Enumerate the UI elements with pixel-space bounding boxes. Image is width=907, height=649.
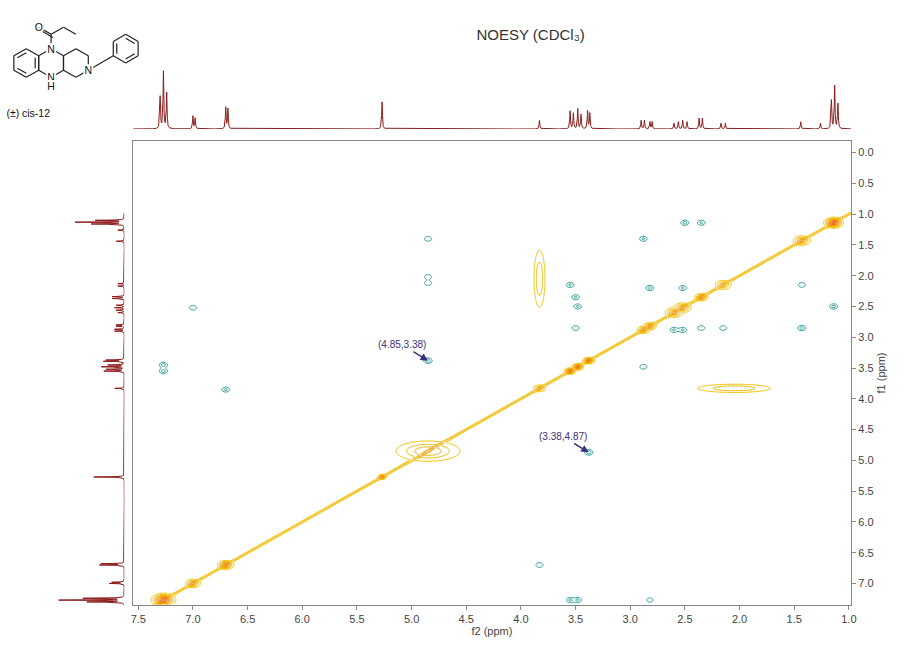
svg-text:0.5: 0.5 — [858, 177, 873, 189]
svg-text:(3.38,4.87): (3.38,4.87) — [539, 431, 587, 442]
svg-text:(±) cis-12: (±) cis-12 — [6, 108, 50, 119]
svg-text:3.5: 3.5 — [858, 362, 873, 374]
svg-text:4.0: 4.0 — [858, 393, 873, 405]
svg-text:2.0: 2.0 — [858, 270, 873, 282]
svg-text:N: N — [85, 65, 93, 76]
svg-text:4.5: 4.5 — [459, 613, 474, 625]
svg-text:6.5: 6.5 — [858, 547, 873, 559]
svg-text:1.0: 1.0 — [841, 613, 856, 625]
svg-text:3.0: 3.0 — [623, 613, 638, 625]
svg-text:5.0: 5.0 — [404, 613, 419, 625]
svg-text:7.0: 7.0 — [185, 613, 200, 625]
svg-text:6.5: 6.5 — [240, 613, 255, 625]
svg-text:6.0: 6.0 — [295, 613, 310, 625]
svg-text:5.0: 5.0 — [858, 454, 873, 466]
svg-text:4.5: 4.5 — [858, 423, 873, 435]
svg-text:0.0: 0.0 — [858, 146, 873, 158]
svg-text:2.5: 2.5 — [858, 300, 873, 312]
svg-text:1.5: 1.5 — [858, 239, 873, 251]
svg-text:5.5: 5.5 — [349, 613, 364, 625]
svg-text:5.5: 5.5 — [858, 485, 873, 497]
svg-text:NOESY (CDCl₃): NOESY (CDCl₃) — [476, 26, 584, 43]
svg-text:(4.85,3.38): (4.85,3.38) — [378, 339, 426, 350]
svg-text:1.0: 1.0 — [858, 208, 873, 220]
svg-text:f2 (ppm): f2 (ppm) — [471, 625, 512, 637]
svg-text:N: N — [47, 72, 55, 84]
svg-text:4.0: 4.0 — [513, 613, 528, 625]
svg-text:2.5: 2.5 — [677, 613, 692, 625]
svg-text:7.5: 7.5 — [131, 613, 146, 625]
svg-text:6.0: 6.0 — [858, 516, 873, 528]
svg-text:7.0: 7.0 — [858, 577, 873, 589]
svg-text:3.0: 3.0 — [858, 331, 873, 343]
svg-text:H: H — [47, 81, 55, 92]
svg-text:2.0: 2.0 — [732, 613, 747, 625]
svg-text:N: N — [47, 44, 55, 55]
svg-text:3.5: 3.5 — [568, 613, 583, 625]
svg-text:1.5: 1.5 — [787, 613, 802, 625]
svg-text:f1 (ppm): f1 (ppm) — [875, 352, 887, 393]
svg-text:O: O — [35, 22, 43, 33]
